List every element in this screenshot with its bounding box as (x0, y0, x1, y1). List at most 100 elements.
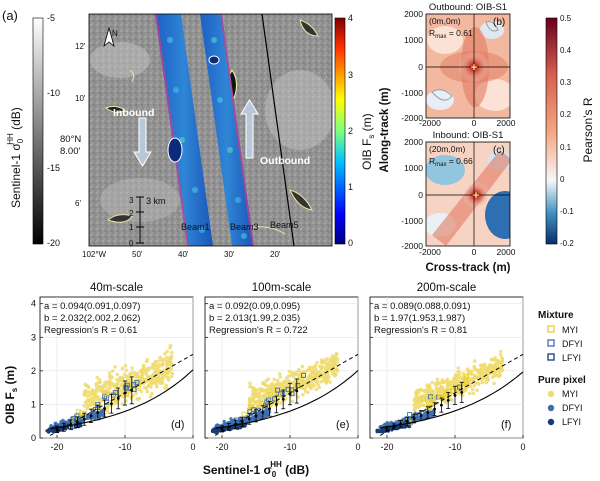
bin-mean (419, 414, 423, 417)
point-myi (123, 363, 128, 368)
legend-label: MYI (562, 389, 578, 399)
point-myi (145, 358, 150, 362)
oib-colorbar-tick: 0 (348, 238, 353, 248)
point-mixture (123, 385, 129, 391)
pearson-tick: 0.2 (560, 110, 572, 119)
point-myi (155, 377, 160, 381)
point-myi (331, 372, 335, 376)
point-myi (150, 391, 154, 396)
bin-mean (399, 422, 402, 426)
point-dfyi (99, 413, 104, 417)
point-myi (414, 393, 419, 397)
scatter-panel: 200m-scale a = 0.089(0.088,0.091)b = 1.97… (369, 282, 526, 452)
lon-tick: 20' (270, 250, 281, 259)
bin-mean (62, 425, 66, 429)
sar-colorbar (32, 17, 44, 245)
legend-marker-pure-lfyi (547, 418, 555, 426)
sar-colorbar-tick: -20 (47, 238, 60, 248)
point-myi (306, 390, 310, 395)
point-myi (423, 389, 428, 393)
point-myi (297, 369, 301, 373)
point-myi (251, 389, 255, 394)
panel-a-label: (a) (2, 8, 18, 23)
point-myi (430, 388, 435, 393)
outbound-swath (200, 14, 254, 246)
point-myi (319, 367, 324, 371)
oib-colorbar-tick: 2 (348, 126, 353, 136)
point-myi (461, 371, 466, 376)
x-tick-label: 0 (355, 442, 360, 452)
point-myi (311, 382, 315, 387)
point-myi (456, 369, 460, 374)
corr-y-tick: -2000 (401, 241, 423, 251)
point-myi (86, 385, 91, 390)
bin-mean (89, 414, 93, 418)
legend-label: MYI (562, 325, 578, 335)
point-myi (256, 396, 261, 400)
bin-mean (82, 417, 86, 421)
point-myi (129, 396, 133, 400)
point-myi (258, 387, 262, 391)
point-myi (492, 368, 497, 372)
point-myi (278, 375, 283, 379)
point-myi (335, 359, 340, 364)
point-myi (262, 396, 266, 400)
point-myi (470, 387, 475, 392)
point-myi (272, 390, 276, 394)
point-myi (472, 359, 477, 363)
corr-y-tick: -1000 (401, 216, 423, 226)
point-myi (487, 363, 492, 368)
point-myi (94, 394, 99, 398)
point-dfyi (385, 421, 389, 425)
point-myi (141, 366, 146, 371)
beam-label: Beam3 (230, 222, 259, 232)
point-myi (315, 360, 319, 365)
corr-x-tick: 0 (472, 247, 477, 257)
point-myi (95, 381, 99, 386)
point-myi (436, 391, 440, 396)
x-tick-label: -20 (380, 442, 393, 452)
point-myi (498, 349, 503, 354)
point-myi (335, 357, 340, 361)
point-myi (314, 367, 319, 372)
point-myi (134, 391, 138, 396)
point-myi (158, 355, 162, 360)
point-myi (264, 388, 269, 392)
point-myi (323, 360, 327, 364)
point-mixture (446, 389, 452, 394)
corr-y-tick: -1000 (401, 88, 423, 98)
bin-mean (446, 399, 450, 402)
bin-mean (295, 389, 299, 393)
point-myi (261, 380, 266, 385)
point-myi (440, 378, 445, 382)
point-myi (445, 383, 450, 387)
legend-marker-mixture-myi (547, 325, 555, 333)
panel-tag: (e) (336, 419, 349, 431)
legend-pure-title: Pure pixel (538, 375, 586, 386)
point-myi (111, 401, 116, 406)
bin-mean (227, 425, 231, 429)
fit-stat: a = 0.094(0.091,0.097) (44, 301, 140, 312)
point-dfyi (222, 419, 226, 424)
point-myi (315, 379, 320, 383)
point-mixture (421, 396, 427, 402)
point-myi (160, 381, 164, 386)
corr-y-tick: 1000 (404, 35, 423, 45)
point-myi (155, 359, 160, 364)
corr-ylabel: Along-track (m) (379, 87, 391, 172)
point-mixture (430, 396, 436, 402)
point-myi (333, 355, 337, 359)
point-myi (282, 379, 287, 384)
point-lfyi (47, 430, 51, 434)
point-myi (151, 381, 155, 385)
point-myi (255, 388, 259, 392)
fit-stat: Regression's R = 0.81 (374, 325, 467, 336)
point-myi (435, 382, 439, 387)
point-myi (159, 378, 164, 382)
point-myi (309, 386, 314, 391)
lat-tick: 12' (75, 42, 86, 51)
bin-mean (288, 392, 292, 396)
point-myi (293, 372, 297, 377)
point-mixture (264, 399, 270, 405)
